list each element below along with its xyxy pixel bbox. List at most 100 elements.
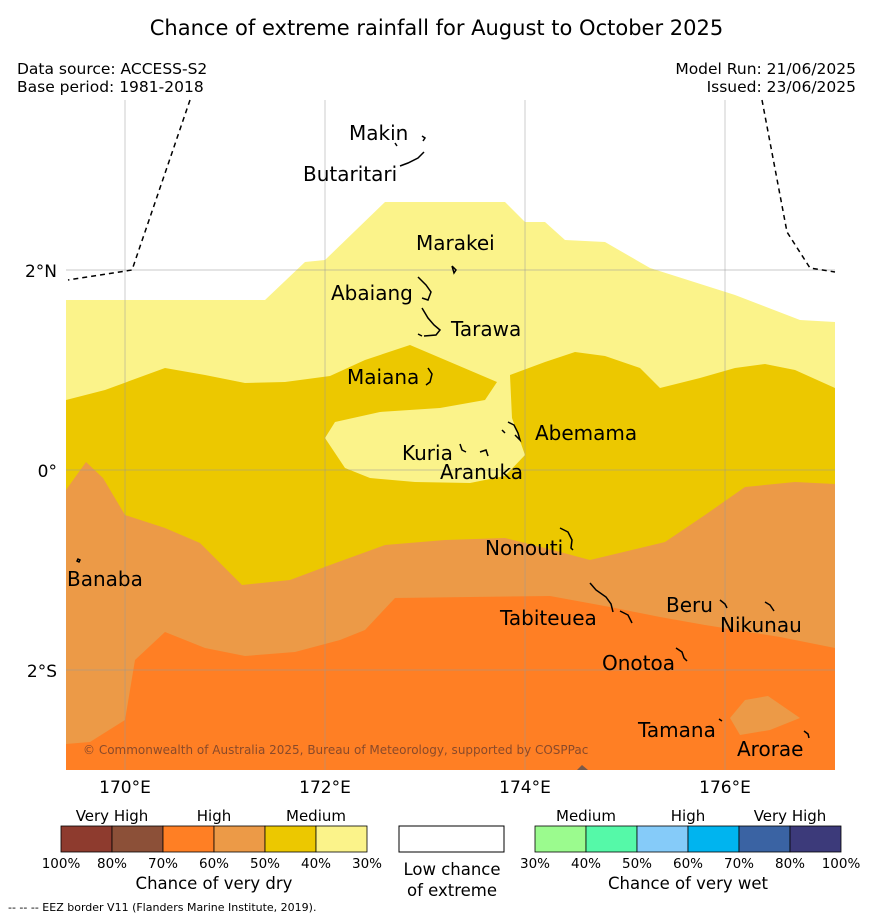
legend-wet-cat-medium: Medium <box>556 807 616 825</box>
tick-lon-170e: 170°E <box>99 778 151 798</box>
base-period-text: Base period: 1981-2018 <box>17 78 204 96</box>
label-marakei: Marakei <box>416 231 495 255</box>
legend-dry-tick-2: 80% <box>97 856 127 872</box>
island-abemama <box>501 421 522 443</box>
legend-dry-tick-labels: 100% 80% 70% 60% 50% 40% 30% <box>42 856 382 872</box>
region-small-dark-patch <box>577 765 588 770</box>
eez-border-right <box>761 99 836 273</box>
label-tabiteuea: Tabiteuea <box>499 606 597 630</box>
legend-dry-cat-medium: Medium <box>286 807 346 825</box>
label-butaritari: Butaritari <box>303 162 397 186</box>
legend-dry: Very High High Medium 100% 80% 70% 60% 50% 40… <box>42 807 382 893</box>
legend-wet-tick-7: 100% <box>822 856 861 872</box>
island-makin <box>394 135 427 147</box>
legend-wet-swatch-6 <box>789 825 842 853</box>
legend-wet-swatch-5 <box>738 825 791 853</box>
grid-lines <box>66 100 835 770</box>
island-marakei <box>451 265 457 275</box>
tick-lat-0: 0° <box>38 462 57 482</box>
map-title: Chance of extreme rainfall for August to… <box>149 16 724 40</box>
model-run-text: Model Run: 21/06/2025 <box>675 60 856 78</box>
label-banaba: Banaba <box>67 567 143 591</box>
axis-ticks: 2°N 0° 2°S 170°E 172°E 174°E 176°E <box>25 262 751 798</box>
label-tarawa: Tarawa <box>450 317 521 341</box>
legend-dry-tick-6: 40% <box>301 856 331 872</box>
island-nonouti <box>559 527 574 551</box>
island-banaba <box>75 557 82 564</box>
legend-wet-tick-labels: 30% 40% 50% 60% 70% 80% 100% <box>520 856 860 872</box>
eez-footer-note: -- -- -- EEZ border V11 (Flanders Marine… <box>8 901 316 914</box>
tick-lat-2s: 2°S <box>27 662 57 682</box>
legend-wet-tick-1: 30% <box>520 856 550 872</box>
legend-wet-swatch-1 <box>534 825 587 853</box>
island-kuria <box>459 443 467 453</box>
place-labels: Makin Butaritari Marakei Abaiang Tarawa … <box>67 121 803 761</box>
legend-dry-title: Chance of very dry <box>136 874 293 893</box>
legend-wet-tick-6: 80% <box>775 856 805 872</box>
legend-low-title-line1: Low chance <box>403 860 500 879</box>
legend-dry-tick-7: 30% <box>352 856 382 872</box>
label-beru: Beru <box>666 593 713 617</box>
legend-dry-swatch-1 <box>60 825 113 853</box>
label-nonouti: Nonouti <box>485 536 563 560</box>
legend-wet-cat-very-high: Very High <box>754 807 827 825</box>
island-beru <box>719 599 728 609</box>
island-maiana <box>425 367 433 386</box>
label-abaiang: Abaiang <box>331 281 413 305</box>
legend-wet-cat-high: High <box>671 807 705 825</box>
legend-wet-title: Chance of very wet <box>608 874 769 893</box>
map-panel: Makin Butaritari Marakei Abaiang Tarawa … <box>66 99 836 770</box>
legend-low-swatch <box>398 825 505 853</box>
legend-dry-swatch-6 <box>315 825 368 853</box>
label-makin: Makin <box>349 121 408 145</box>
legend-wet-swatch-4 <box>687 825 740 853</box>
legend-wet-swatch-2 <box>585 825 638 853</box>
island-tarawa <box>417 307 442 337</box>
label-nikunau: Nikunau <box>720 613 802 637</box>
legend-dry-cat-very-high: Very High <box>76 807 149 825</box>
data-source-text: Data source: ACCESS-S2 <box>17 60 208 78</box>
legend-dry-swatch-3 <box>162 825 215 853</box>
islands <box>75 135 810 739</box>
region-high-light-patch <box>730 696 800 735</box>
label-tamana: Tamana <box>637 718 716 742</box>
legend-dry-cat-high: High <box>197 807 231 825</box>
legend-dry-tick-1: 100% <box>42 856 81 872</box>
meta-left: Data source: ACCESS-S2 Base period: 1981… <box>17 60 207 96</box>
tick-lat-2n: 2°N <box>25 262 57 282</box>
legend-wet-swatch-3 <box>636 825 689 853</box>
legend-low: Low chance of extreme <box>398 825 505 900</box>
legend-dry-swatch-4 <box>213 825 266 853</box>
island-nikunau <box>764 601 775 612</box>
meta-right: Model Run: 21/06/2025 Issued: 23/06/2025 <box>675 60 856 96</box>
island-tabiteuea <box>589 582 633 624</box>
issued-text: Issued: 23/06/2025 <box>706 78 856 96</box>
label-onotoa: Onotoa <box>602 651 675 675</box>
legend-dry-swatch-5 <box>264 825 317 853</box>
island-onotoa <box>675 647 688 662</box>
legend-dry-tick-3: 70% <box>148 856 178 872</box>
legend-wet: Medium High Very High 30% 40% 50% 60% 70% 80%… <box>520 807 860 893</box>
tick-lon-176e: 176°E <box>699 778 751 798</box>
label-abemama: Abemama <box>535 421 637 445</box>
legend-low-title-line2: of extreme <box>407 881 497 900</box>
label-kuria: Kuria <box>402 441 453 465</box>
legend-dry-tick-4: 60% <box>199 856 229 872</box>
island-butaritari <box>399 151 425 167</box>
copyright-notice: © Commonwealth of Australia 2025, Bureau… <box>83 743 588 757</box>
legend-dry-swatches <box>60 825 368 853</box>
legend-wet-tick-4: 60% <box>673 856 703 872</box>
island-abaiang <box>417 276 432 301</box>
island-arorae <box>803 730 810 739</box>
rainfall-regions <box>66 202 835 770</box>
legend-dry-tick-5: 50% <box>250 856 280 872</box>
legend-wet-tick-3: 50% <box>622 856 652 872</box>
tick-lon-172e: 172°E <box>299 778 351 798</box>
legend-wet-tick-2: 40% <box>571 856 601 872</box>
legend-dry-swatch-2 <box>111 825 164 853</box>
label-aranuka: Aranuka <box>440 460 523 484</box>
island-tamana <box>718 718 723 722</box>
label-arorae: Arorae <box>737 737 803 761</box>
eez-border <box>67 99 836 281</box>
